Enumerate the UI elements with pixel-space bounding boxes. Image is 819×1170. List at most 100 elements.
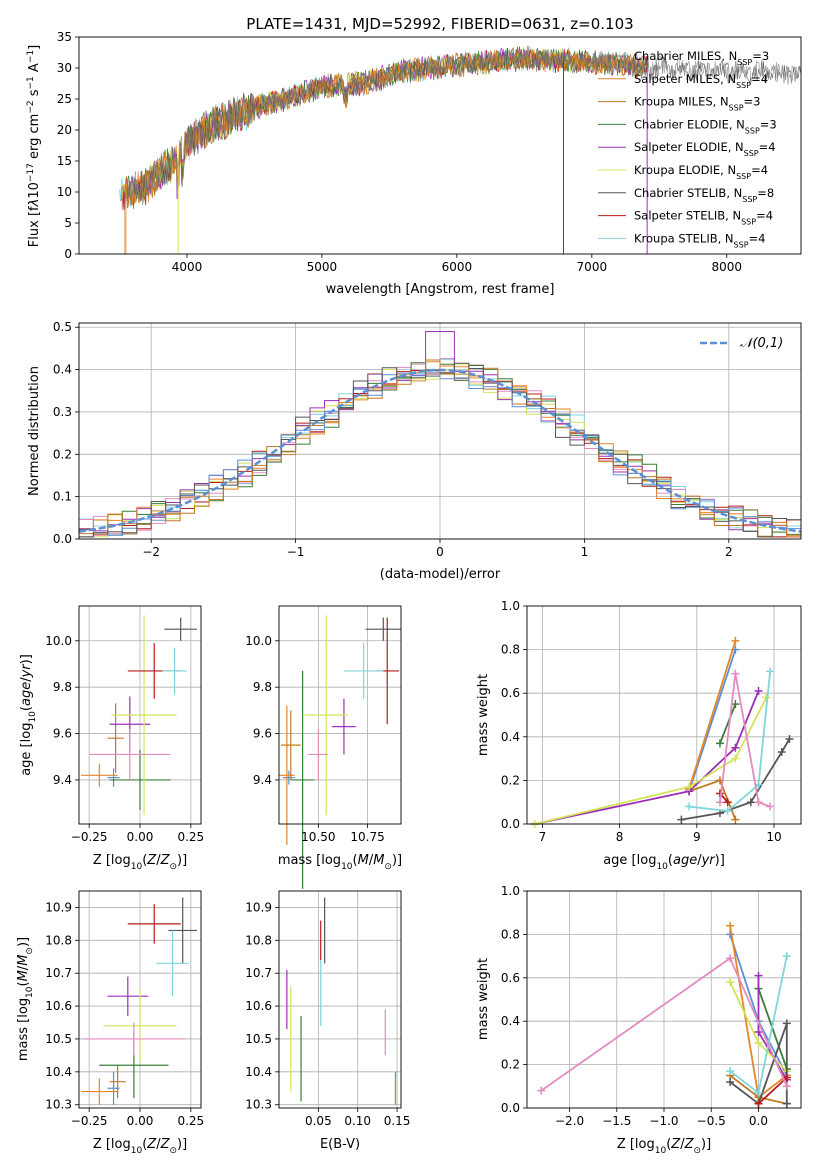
spectrum-line	[127, 48, 802, 206]
weight-marker	[754, 1038, 763, 1047]
weight-series	[530, 687, 763, 828]
errorbar-point	[304, 615, 348, 815]
errorbar-point	[164, 617, 197, 641]
weight-vs-age-ylabel: mass weight	[476, 674, 491, 756]
x-tick-label: 1	[581, 545, 589, 559]
weight-vs-Z-ylabel: mass weight	[476, 958, 491, 1040]
weight-vs-Z-panel: −2.0 −1.5 −1.0 −0.5 0.0 0.0 0.2 0.4 0.6 0.8 1.0 Z …	[476, 884, 802, 1156]
weight-marker	[782, 1082, 791, 1091]
legend-label: Salpeter MILES, NSSP=4	[634, 72, 768, 90]
x-tick-label: 10.50	[301, 830, 335, 844]
y-tick-label: 10.5	[45, 1032, 72, 1046]
legend-label: Chabrier ELODIE, NSSP=3	[634, 117, 777, 135]
y-tick-label: 10.3	[45, 1098, 72, 1112]
y-tick-label: 0	[64, 247, 72, 261]
legend-label: Chabrier STELIB, NSSP=8	[634, 186, 774, 204]
weight-line	[729, 1023, 788, 1106]
y-tick-label: 0.8	[501, 643, 520, 657]
y-tick-label: 10.4	[245, 1065, 272, 1079]
y-tick-label: 0.6	[501, 686, 520, 700]
y-tick-label: 10.0	[45, 634, 72, 648]
y-tick-label: 0.1	[53, 490, 72, 504]
errorbar-point	[109, 749, 171, 811]
legend-label: Kroupa ELODIE, NSSP=4	[634, 163, 768, 181]
weight-marker	[715, 798, 724, 807]
age-vs-mass-panel: 10.50 10.75 9.4 9.6 9.8 10.0 mass [log10(M/M⊙…	[245, 605, 402, 889]
y-tick-label: 0.4	[53, 363, 72, 377]
y-tick-label: 0.0	[501, 817, 520, 831]
errorbar-point	[156, 930, 189, 997]
mass-vs-Z-panel: −0.25 0.00 0.25 10.3 10.4 10.5 10.6 10.7 10.8 10.…	[16, 890, 204, 1156]
x-tick-label: 10	[766, 830, 781, 844]
y-tick-label: 0.2	[501, 773, 520, 787]
weight-marker	[726, 978, 735, 987]
x-tick-label: 2	[725, 545, 733, 559]
errorbar-point	[107, 703, 124, 773]
x-tick-label: 6000	[442, 260, 473, 274]
weight-marker	[715, 739, 724, 748]
mass-vs-Z-ylabel: mass [log10(M/M⊙)]	[16, 937, 35, 1061]
weight-marker	[537, 1086, 546, 1095]
weight-marker	[766, 667, 775, 676]
mass-vs-EBV-xlabel: E(B-V)	[320, 1137, 360, 1152]
errorbar-point	[103, 989, 177, 1062]
spectrum-line	[126, 45, 801, 206]
weight-series	[715, 700, 740, 748]
normal-curve	[78, 368, 802, 533]
weight-line	[719, 703, 737, 744]
spectrum-panel: 4000 5000 6000 7000 8000 0 5 10 15 20 25 30 35 wavel…	[26, 30, 802, 297]
weight-marker	[754, 1028, 763, 1037]
errorbar-point	[109, 1065, 126, 1099]
x-tick-label: 8000	[712, 260, 743, 274]
weight-series	[537, 954, 791, 1095]
x-tick-label: 7000	[577, 260, 608, 274]
histogram-series	[79, 362, 801, 538]
x-tick-label: −0.5	[697, 1114, 726, 1128]
figure-title: PLATE=1431, MJD=52992, FIBERID=0631, z=0…	[246, 15, 633, 33]
x-tick-label: −0.25	[71, 1114, 108, 1128]
weight-marker	[726, 1067, 735, 1076]
residual-panel: −2 −1 0 1 2 0.0 0.1 0.2 0.3 0.4 0.5 (data-model)/e…	[27, 320, 802, 582]
y-tick-label: 0.6	[501, 971, 520, 985]
errorbar-point	[365, 617, 401, 641]
y-tick-label: 10.4	[45, 1065, 72, 1079]
weight-line	[534, 690, 760, 825]
errorbar-point	[282, 770, 295, 785]
weight-marker	[731, 754, 740, 763]
errorbar-point	[81, 763, 118, 787]
weight-marker	[726, 954, 735, 963]
weight-marker	[766, 802, 775, 811]
y-tick-label: 0.3	[53, 405, 72, 419]
x-tick-label: −2	[142, 545, 160, 559]
weight-marker	[677, 815, 686, 824]
age-vs-Z-xlabel: Z [log10(Z/Z⊙)]	[93, 853, 187, 872]
y-tick-label: 9.6	[253, 727, 272, 741]
x-tick-label: 0.25	[177, 830, 204, 844]
y-tick-label: 20	[57, 123, 72, 137]
x-tick-label: 0.0	[749, 1114, 768, 1128]
spectrum-legend: Chabrier MILES, NSSP=3 Salpeter MILES, NS…	[598, 49, 777, 249]
weight-series	[685, 667, 775, 815]
y-tick-label: 1.0	[501, 599, 520, 613]
y-tick-label: 0.2	[53, 447, 72, 461]
histogram-series	[79, 370, 801, 538]
weight-vs-age-xlabel: age [log10(age/yr)]	[603, 853, 725, 872]
y-tick-label: 10.0	[245, 634, 272, 648]
normal-legend-label: 𝒩(0,1)	[740, 336, 783, 351]
y-tick-label: 9.8	[253, 680, 272, 694]
y-tick-label: 10.7	[245, 966, 272, 980]
y-tick-label: 9.6	[53, 727, 72, 741]
x-tick-label: 0	[436, 545, 444, 559]
weight-line	[689, 671, 771, 812]
x-tick-label: 8	[616, 830, 624, 844]
y-tick-label: 0.4	[501, 1014, 520, 1028]
y-tick-label: 1.0	[501, 884, 520, 898]
weight-line	[757, 1076, 788, 1105]
y-tick-label: 10.9	[245, 900, 272, 914]
y-tick-label: 0.5	[53, 320, 72, 334]
weight-marker	[754, 1088, 763, 1097]
weight-marker	[777, 748, 786, 757]
x-tick-label: 4000	[172, 260, 203, 274]
weight-vs-age-panel: 7 8 9 10 0.0 0.2 0.4 0.6 0.8 1.0 age [log10(age/y…	[476, 599, 802, 872]
